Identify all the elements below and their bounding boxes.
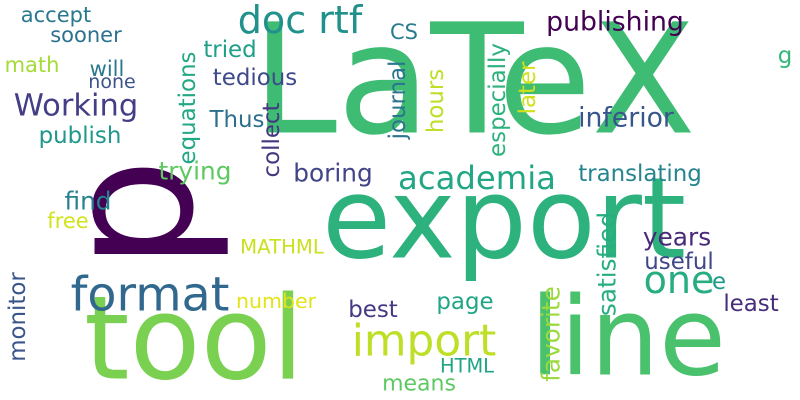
word-tedious: tedious	[213, 65, 297, 91]
word-mathml: MATHML	[240, 236, 324, 259]
word-means: means	[382, 372, 456, 397]
word-find: find	[64, 187, 111, 216]
word-least: least	[723, 291, 778, 317]
word-format: format	[71, 268, 230, 323]
word-hours: hours	[423, 69, 449, 133]
word-latex: LaTeX	[252, 0, 696, 169]
word-e: e	[712, 269, 726, 295]
word-publish: publish	[39, 123, 122, 149]
word-satisfied: satisfied	[593, 212, 622, 316]
word-free: free	[47, 209, 88, 233]
word-p: p	[27, 158, 233, 270]
word-academia: academia	[398, 159, 556, 197]
word-especially: especially	[485, 43, 511, 157]
word-import: import	[352, 316, 497, 367]
word-boring: boring	[293, 159, 372, 188]
word-math: math	[5, 53, 60, 77]
word-best: best	[348, 297, 398, 323]
word-sooner: sooner	[50, 23, 122, 47]
word-working: Working	[14, 89, 138, 124]
word-number: number	[236, 289, 317, 313]
word-inferior: inferior	[578, 103, 674, 134]
word-cs: CS	[390, 20, 418, 44]
word-equations: equations	[175, 52, 201, 165]
word-tried: tried	[203, 37, 256, 63]
word-accept: accept	[21, 3, 91, 27]
word-translating: translating	[578, 161, 702, 187]
word-thus: Thus	[209, 107, 265, 133]
word-export: export	[322, 154, 686, 285]
word-doc-rtf: doc rtf	[238, 0, 364, 42]
word-g: g	[778, 43, 793, 69]
word-monitor: monitor	[5, 272, 31, 362]
word-favorite: favorite	[537, 286, 566, 382]
word-one: one	[644, 258, 715, 302]
word-tool: tool	[84, 272, 304, 400]
word-publishing: publishing	[546, 7, 684, 38]
word-journal: journal	[385, 61, 411, 141]
word-years: years	[643, 223, 711, 252]
word-html: HTML	[440, 355, 494, 378]
word-trying: trying	[159, 157, 232, 186]
word-none: none	[88, 71, 135, 93]
word-line: line	[530, 274, 726, 400]
word-will: will	[90, 57, 125, 81]
word-useful: useful	[644, 249, 713, 275]
word-page: page	[436, 289, 493, 315]
word-collect: collect	[259, 103, 285, 178]
word-later: later	[515, 61, 541, 114]
